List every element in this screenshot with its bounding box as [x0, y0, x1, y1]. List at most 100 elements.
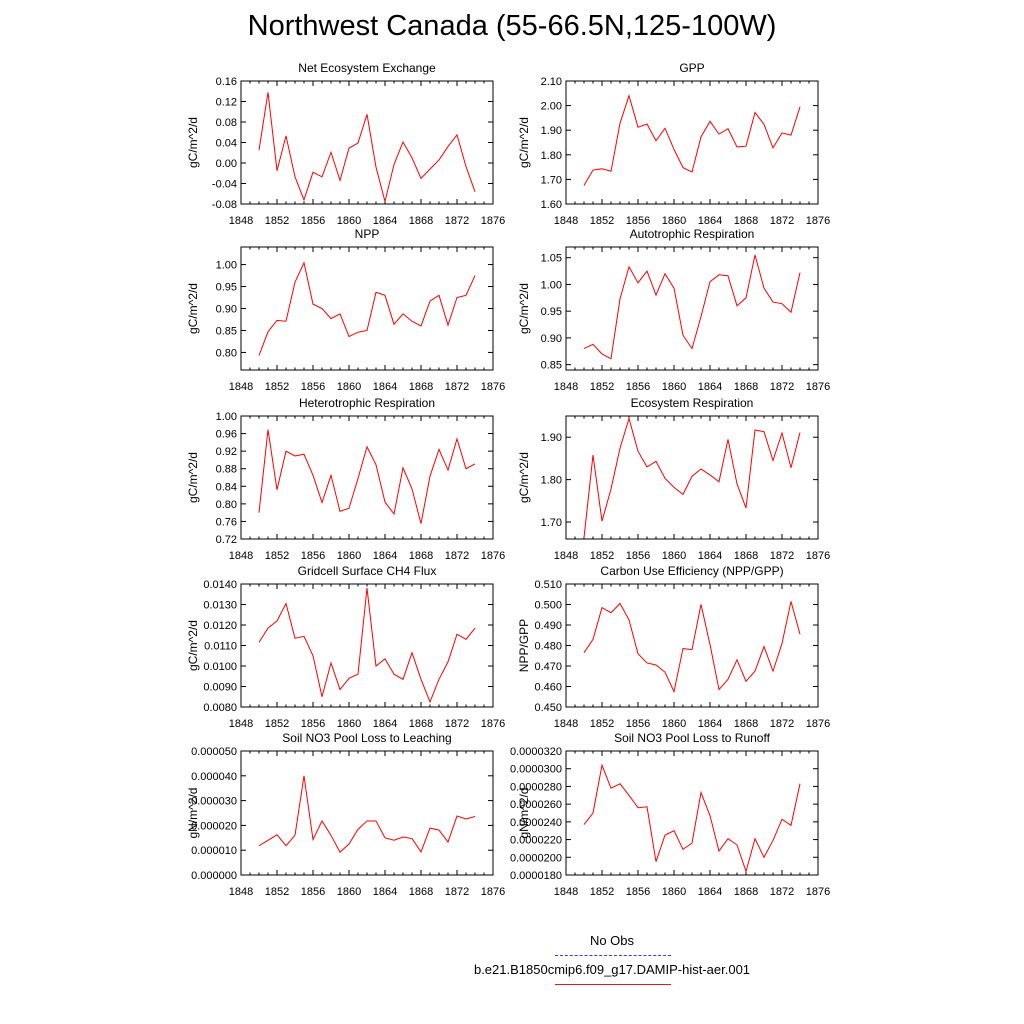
panel-7-ytick-label: 0.0100 [203, 661, 237, 673]
panel-2-xtick-label: 1848 [554, 215, 578, 227]
panel-3-xtick-label: 1872 [445, 381, 469, 393]
panel-8-ytick-label: 0.500 [534, 600, 562, 612]
panel-7-xtick-label: 1852 [265, 718, 289, 730]
panel-8-ytick-label: 0.470 [534, 661, 562, 673]
panel-3-ytick-label: 0.90 [216, 304, 237, 316]
panel-9-ytick-label: 0.000000 [191, 870, 237, 882]
panel-1-xtick-label: 1856 [301, 215, 325, 227]
panel-6-frame [565, 415, 819, 540]
panel-7-xtick-label: 1872 [445, 718, 469, 730]
panel-10-title: Soil NO3 Pool Loss to Runoff [614, 731, 771, 745]
panel-5-ytick-label: 0.72 [216, 534, 237, 546]
panel-8-xtick-label: 1868 [734, 718, 758, 730]
panel-1-ytick-label: 0.12 [216, 97, 237, 109]
panel-6-title: Ecosystem Respiration [631, 396, 754, 410]
panel-5-xtick-label: 1872 [445, 550, 469, 562]
panel-9-xtick-label: 1868 [409, 886, 433, 898]
panel-8-ytick-label: 0.490 [534, 620, 562, 632]
panel-10-xtick-label: 1860 [662, 886, 686, 898]
panel-2-title: GPP [679, 61, 704, 75]
panel-5-xtick-label: 1864 [373, 550, 397, 562]
panel-2-ytick-label: 1.80 [541, 150, 562, 162]
panel-9-ytick-label: 0.000040 [191, 771, 237, 783]
panel-5-ytick-label: 0.80 [216, 499, 237, 511]
panel-4-ytick-label: 0.95 [541, 306, 562, 318]
panel-10-xtick-label: 1864 [698, 886, 722, 898]
panel-1-ytick-label: 0.08 [216, 117, 237, 129]
panel-2-ytick-label: 2.00 [541, 101, 562, 113]
panel-5-xtick-label: 1860 [337, 550, 361, 562]
panel-8-series-line [583, 601, 801, 694]
panel-1-series-line [258, 92, 476, 202]
panel-7-series-line [258, 588, 476, 704]
panel-5-xtick-label: 1848 [229, 550, 253, 562]
panel-4-series-line [583, 254, 801, 360]
panel-3-ytick-label: 1.00 [216, 260, 237, 272]
panel-9-xtick-label: 1872 [445, 886, 469, 898]
panel-7-ytick-label: 0.0090 [203, 682, 237, 694]
panel-4-xtick-label: 1860 [662, 381, 686, 393]
panel-9-xtick-label: 1856 [301, 886, 325, 898]
legend-line-obs [555, 955, 671, 956]
panel-5-ylabel: gC/m^2/d [186, 452, 200, 503]
panel-6-series-line [583, 416, 801, 538]
panel-10-ylabel: gN/m^2/d [517, 788, 531, 839]
panel-10-xtick-label: 1852 [590, 886, 614, 898]
panel-5-ytick-label: 0.88 [216, 464, 237, 476]
panel-5-title: Heterotrophic Respiration [299, 396, 435, 410]
panel-3-xtick-label: 1868 [409, 381, 433, 393]
panel-7-xtick-label: 1848 [229, 718, 253, 730]
panel-10-xtick-label: 1868 [734, 886, 758, 898]
panel-9-ytick-label: 0.000010 [191, 845, 237, 857]
panel-8-ylabel: NPP/GPP [517, 619, 531, 672]
panel-6-xtick-label: 1868 [734, 550, 758, 562]
panel-1-xtick-label: 1876 [481, 215, 505, 227]
panel-2-series-line [583, 94, 801, 186]
panel-4-xtick-label: 1876 [806, 381, 830, 393]
panel-1-xtick-label: 1860 [337, 215, 361, 227]
panel-3-frame [240, 246, 494, 371]
panel-7-frame [240, 583, 494, 708]
panel-2-xtick-label: 1876 [806, 215, 830, 227]
panel-8-ytick-label: 0.460 [534, 682, 562, 694]
panel-10-ytick-label: 0.0000300 [510, 764, 562, 776]
panel-4-ytick-label: 1.05 [541, 253, 562, 265]
panel-7-xtick-label: 1876 [481, 718, 505, 730]
panel-10-xtick-label: 1848 [554, 886, 578, 898]
panel-2-ylabel: gC/m^2/d [517, 117, 531, 168]
panel-2-ytick-label: 1.70 [541, 174, 562, 186]
panel-1-ylabel: gC/m^2/d [186, 117, 200, 168]
panel-8-xtick-label: 1856 [626, 718, 650, 730]
panel-2-xtick-label: 1860 [662, 215, 686, 227]
panel-8-ytick-label: 0.450 [534, 702, 562, 714]
panel-3-ytick-label: 0.95 [216, 282, 237, 294]
panel-2-frame [565, 80, 819, 205]
panel-8-xtick-label: 1860 [662, 718, 686, 730]
panel-9-ytick-label: 0.000030 [191, 796, 237, 808]
panel-5-frame [240, 415, 494, 540]
panel-6-ytick-label: 1.70 [541, 517, 562, 529]
panel-4-ytick-label: 0.90 [541, 333, 562, 345]
panel-1-ytick-label: 0.04 [216, 138, 237, 150]
panel-5-xtick-label: 1852 [265, 550, 289, 562]
panel-1-xtick-label: 1848 [229, 215, 253, 227]
panel-9-ylabel: gN/m^2/d [186, 788, 200, 839]
panel-7-ylabel: gC/m^2/d [186, 620, 200, 671]
panel-10-xtick-label: 1872 [770, 886, 794, 898]
panel-4-xtick-label: 1856 [626, 381, 650, 393]
legend-label-model: b.e21.B1850cmip6.f09_g17.DAMIP-hist-aer.… [473, 962, 751, 977]
panel-7-ytick-label: 0.0120 [203, 620, 237, 632]
panel-7-ytick-label: 0.0140 [203, 579, 237, 591]
panel-2-xtick-label: 1856 [626, 215, 650, 227]
panel-5-xtick-label: 1876 [481, 550, 505, 562]
panel-6-ytick-label: 1.90 [541, 432, 562, 444]
legend-line-model [555, 984, 671, 985]
panel-9-xtick-label: 1860 [337, 886, 361, 898]
panel-8-ytick-label: 0.510 [534, 579, 562, 591]
panel-1-xtick-label: 1852 [265, 215, 289, 227]
panel-10-xtick-label: 1876 [806, 886, 830, 898]
panel-7-xtick-label: 1856 [301, 718, 325, 730]
panel-6-xtick-label: 1876 [806, 550, 830, 562]
panel-10-ytick-label: 0.0000180 [510, 870, 562, 882]
